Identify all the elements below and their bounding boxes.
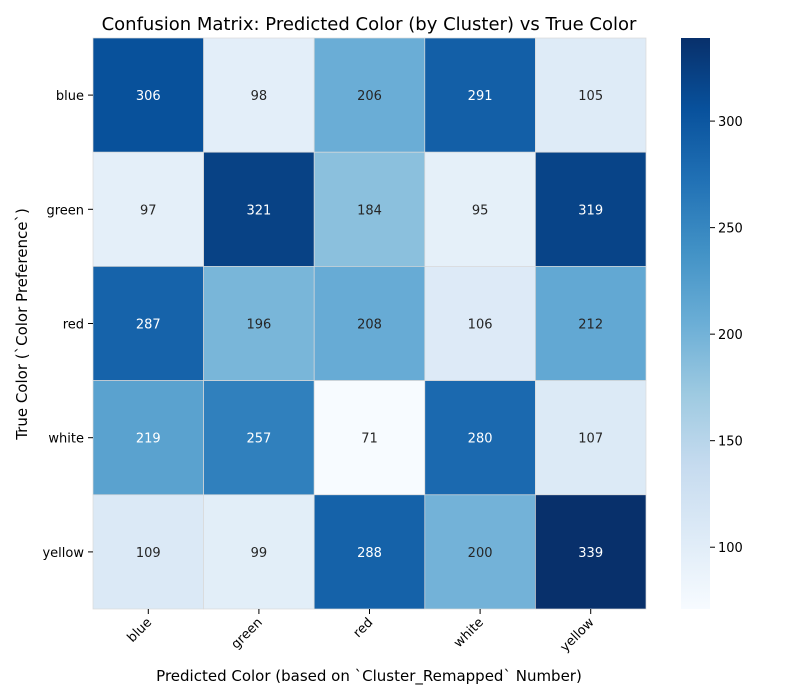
cell-value-label: 257 (246, 432, 271, 447)
heatmap-cell (424, 37, 536, 153)
cell-value-label: 107 (578, 432, 603, 447)
cell-value-label: 212 (578, 318, 603, 333)
colorbar: 100 150 200 250 300 (681, 38, 743, 609)
x-tick-label: blue (125, 615, 155, 645)
x-axis-label: Predicted Color (based on `Cluster_Remap… (156, 667, 582, 686)
heatmap-cell (203, 494, 315, 610)
heatmap-cell (535, 380, 647, 496)
cell-value-label: 98 (251, 89, 268, 104)
heatmap-cell (535, 494, 647, 610)
cell-value-label: 106 (468, 318, 493, 333)
heatmap-cell (203, 266, 315, 381)
x-tick-label: green (229, 615, 266, 652)
cell-value-label: 280 (468, 432, 493, 447)
colorbar-tick-label: 150 (718, 435, 743, 450)
colorbar-tick-label: 200 (718, 328, 743, 343)
heatmap-cell (313, 151, 426, 267)
y-tick-label: blue (56, 89, 84, 104)
heatmap-cell (92, 37, 204, 153)
cell-value-label: 196 (246, 318, 271, 333)
colorbar-tick-label: 300 (718, 115, 743, 130)
cell-value-label: 109 (136, 546, 161, 561)
heatmap-cell (92, 151, 204, 267)
heatmap-cell (535, 151, 647, 267)
x-tick-label: red (351, 615, 377, 641)
x-tick-label: yellow (558, 615, 598, 655)
cell-value-label: 97 (140, 203, 157, 218)
cell-value-label: 99 (251, 546, 268, 561)
y-tick-label: green (46, 203, 84, 218)
y-tick-labels: blue green red white yellow (42, 89, 93, 561)
cell-value-label: 288 (357, 546, 382, 561)
heatmap-cell (203, 37, 315, 153)
cell-value-label: 200 (468, 546, 493, 561)
cell-value-label: 95 (472, 203, 489, 218)
cell-value-label: 291 (468, 89, 493, 104)
y-tick-label: white (48, 432, 84, 447)
x-tick-labels: blue green red white yellow (125, 609, 598, 655)
cell-value-label: 184 (357, 203, 382, 218)
y-tick-label: yellow (42, 546, 84, 561)
heatmap-cell (535, 266, 647, 381)
heatmap-cell (203, 380, 315, 496)
colorbar-tick-label: 250 (718, 222, 743, 237)
cell-value-label: 219 (136, 432, 161, 447)
y-axis-label: True Color (`Color Preference`) (13, 208, 31, 441)
x-tick-label: white (451, 615, 487, 651)
cell-value-label: 319 (578, 203, 603, 218)
heatmap-cell (203, 151, 315, 267)
y-tick-label: red (63, 318, 84, 333)
cell-value-label: 306 (136, 89, 161, 104)
heatmap-cells: 306 98 206 291 105 97 321 184 95 319 287 196 208 106 2… (92, 37, 647, 610)
heatmap-cell (313, 37, 426, 153)
cell-value-label: 71 (361, 432, 378, 447)
colorbar-gradient (681, 38, 710, 609)
heatmap-cell (313, 380, 426, 496)
cell-value-label: 339 (578, 546, 603, 561)
heatmap-cell (92, 494, 204, 610)
heatmap-cell (313, 266, 426, 381)
heatmap-cell (424, 380, 536, 496)
chart-title: Confusion Matrix: Predicted Color (by Cl… (102, 14, 637, 35)
heatmap-cell (424, 266, 536, 381)
cell-value-label: 287 (136, 318, 161, 333)
cell-value-label: 321 (246, 203, 271, 218)
colorbar-tick-label: 100 (718, 541, 743, 556)
heatmap-cell (313, 494, 426, 610)
cell-value-label: 208 (357, 318, 382, 333)
cell-value-label: 206 (357, 89, 382, 104)
heatmap-cell (535, 37, 647, 153)
cell-value-label: 105 (578, 89, 603, 104)
